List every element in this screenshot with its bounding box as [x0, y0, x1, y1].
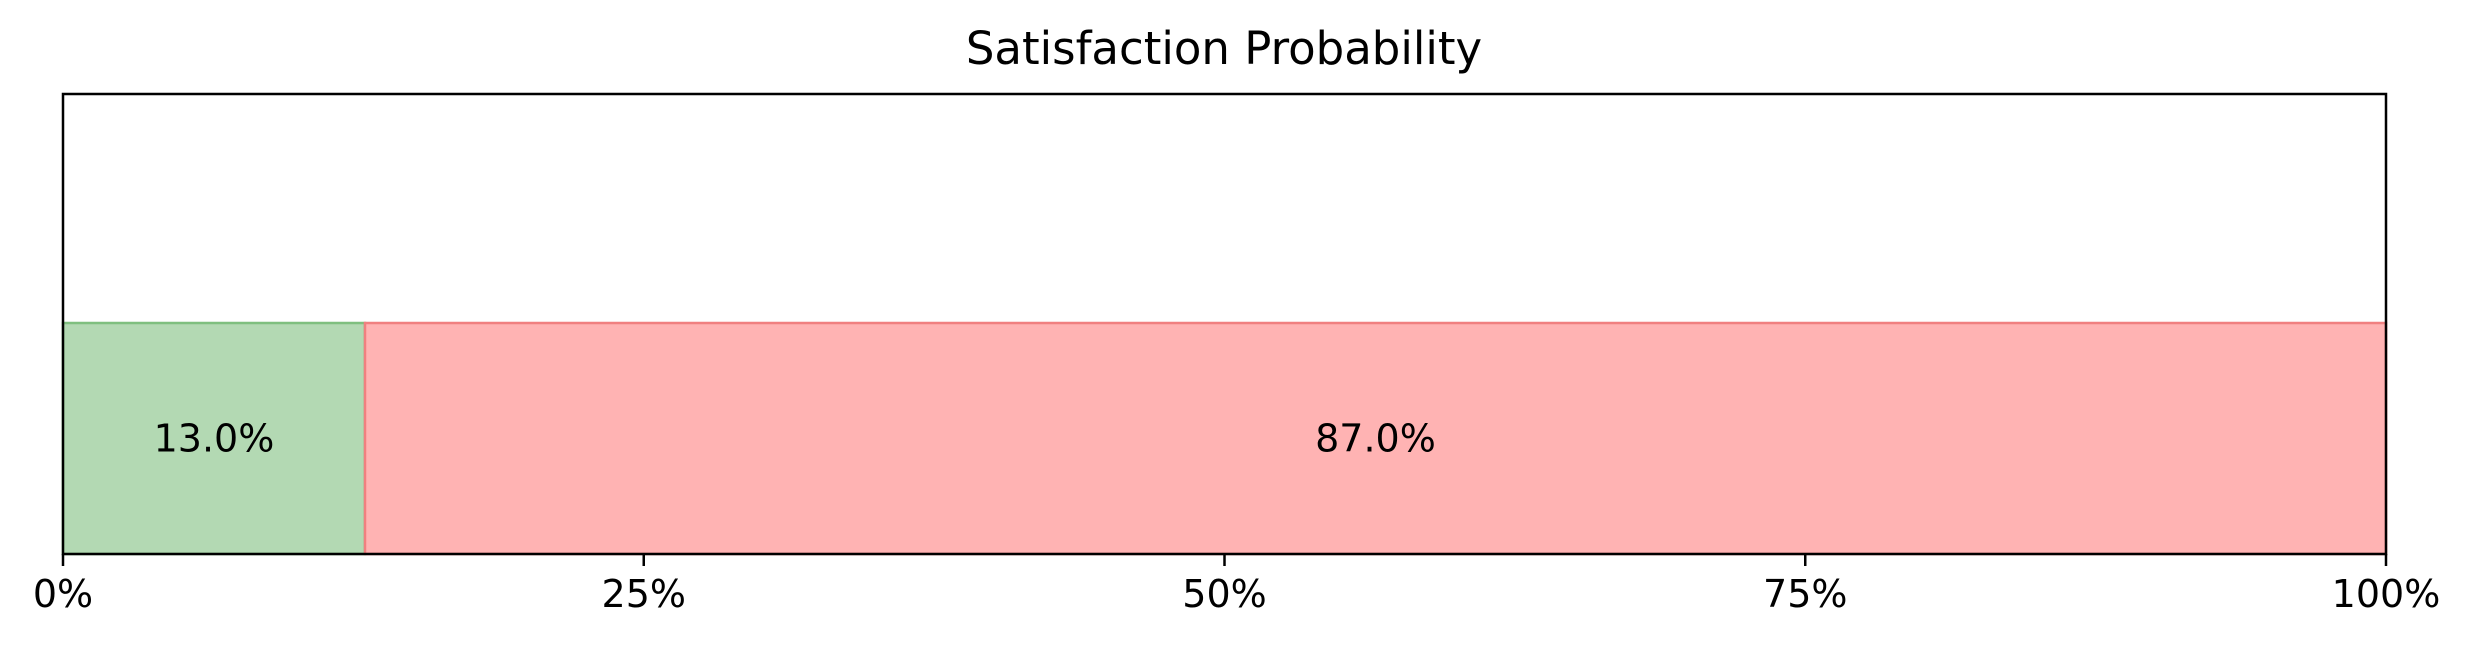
x-tick-label-4: 100% [2332, 572, 2441, 616]
x-tick-label-0: 0% [33, 572, 93, 616]
bar-label-0: 13.0% [154, 417, 275, 461]
bar-group [61, 321, 2388, 556]
chart-title: Satisfaction Probability [966, 22, 1482, 75]
x-tick-label-2: 50% [1182, 572, 1266, 616]
x-tick-label-3: 75% [1763, 572, 1847, 616]
bar-segment-1 [363, 321, 2388, 556]
bar-label-group: 13.0% 87.0% [154, 417, 1436, 461]
x-axis: 0% 25% 50% 75% 100% [33, 554, 2440, 616]
bar-label-1: 87.0% [1315, 417, 1436, 461]
bar-segment-0 [61, 321, 367, 556]
x-tick-label-1: 25% [602, 572, 686, 616]
